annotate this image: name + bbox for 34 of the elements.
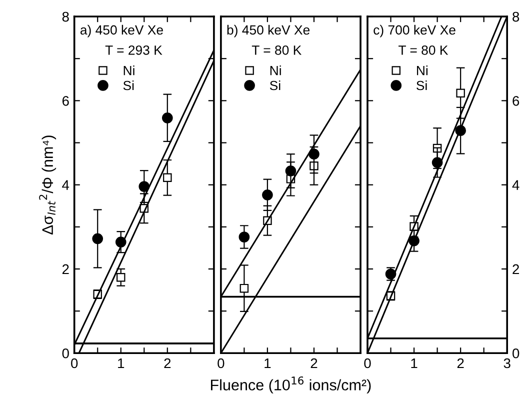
annotation: T = 293 K [105,45,162,55]
legend-label: Ni [124,66,134,76]
y-tick-label: 2 [62,264,69,274]
x-tick-label: 1 [118,358,124,368]
annotation: T = 80 K [252,45,302,55]
legend-label: Ni [417,66,428,76]
annotation: T = 80 K [398,45,448,55]
legend-label: Si [123,80,134,90]
legend-label: Si [270,80,280,90]
y-tick-label: 0 [512,348,520,358]
y-tick-label: 6 [62,96,69,106]
x-axis-title: Fluence (10$^{16}$ ions/cm²) [211,376,371,394]
x-tick-label: 2 [164,358,171,368]
x-tick-label: 0 [71,358,78,368]
legend-label: Ni [270,66,281,76]
annotation: b) 450 keV Xe [227,24,310,38]
x-tick-label: 2 [310,358,318,368]
x-tick-label: 2 [457,358,464,368]
y-tick-label: 2 [512,264,519,274]
y-tick-label: 8 [62,12,69,22]
y-axis-title: Δσ$_{Int}$$^{2}$/Φ (nm⁴) [39,136,56,235]
y-tick-label: 8 [512,12,520,22]
y-tick-label: 0 [62,348,69,358]
annotation: a) 450 keV Xe [80,24,163,38]
y-tick-label: 4 [512,180,520,190]
annotation: c) 700 keV Xe [374,24,456,38]
legend-label: Si [416,80,427,90]
x-tick-label: 3 [504,358,510,368]
x-tick-label: 1 [411,358,418,368]
y-tick-label: 4 [62,180,70,190]
x-tick-label: 0 [218,358,224,368]
x-tick-label: 0 [364,358,371,368]
y-tick-label: 6 [512,96,520,106]
x-tick-label: 1 [264,358,271,368]
